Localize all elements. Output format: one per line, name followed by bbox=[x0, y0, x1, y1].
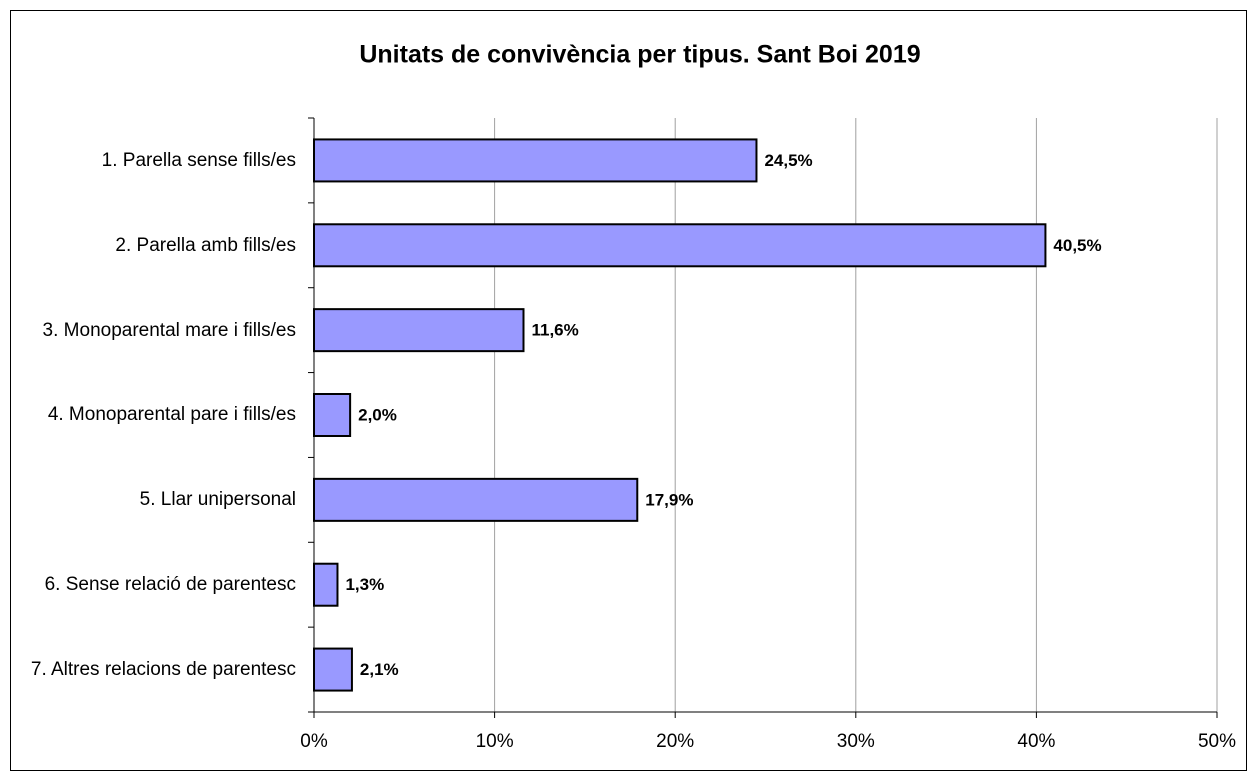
value-label: 2,0% bbox=[358, 405, 397, 424]
bar bbox=[313, 223, 1047, 268]
x-tick-label: 30% bbox=[837, 731, 875, 752]
x-tick-label: 10% bbox=[476, 731, 514, 752]
bar bbox=[313, 647, 353, 692]
y-tick-label: 1. Parella sense fills/es bbox=[101, 149, 296, 171]
bar bbox=[313, 562, 339, 607]
x-tick-label: 50% bbox=[1198, 731, 1236, 752]
bar bbox=[313, 138, 758, 183]
y-tick-label: 5. Llar unipersonal bbox=[139, 489, 296, 511]
y-tick-label: 3. Monoparental mare i fills/es bbox=[42, 319, 296, 341]
value-label: 2,1% bbox=[360, 660, 399, 679]
x-tick-label: 40% bbox=[1017, 731, 1055, 752]
value-label: 1,3% bbox=[345, 575, 384, 594]
bar bbox=[313, 308, 525, 353]
y-tick-label: 4. Monoparental pare i fills/es bbox=[47, 404, 296, 426]
value-label: 40,5% bbox=[1053, 236, 1101, 255]
bar bbox=[313, 393, 352, 437]
value-label: 17,9% bbox=[645, 490, 693, 509]
value-label: 24,5% bbox=[764, 151, 812, 170]
y-tick-label: 2. Parella amb fills/es bbox=[115, 234, 296, 256]
y-tick-label: 7. Altres relacions de parentesc bbox=[30, 659, 296, 681]
chart-border bbox=[10, 10, 1247, 771]
x-tick-label: 20% bbox=[656, 731, 694, 752]
chart-title: Unitats de convivència per tipus. Sant B… bbox=[359, 41, 920, 69]
value-label: 11,6% bbox=[531, 321, 578, 340]
bar bbox=[313, 477, 639, 522]
y-tick-label: 6. Sense relació de parentesc bbox=[44, 574, 296, 596]
x-tick-label: 0% bbox=[300, 731, 328, 752]
